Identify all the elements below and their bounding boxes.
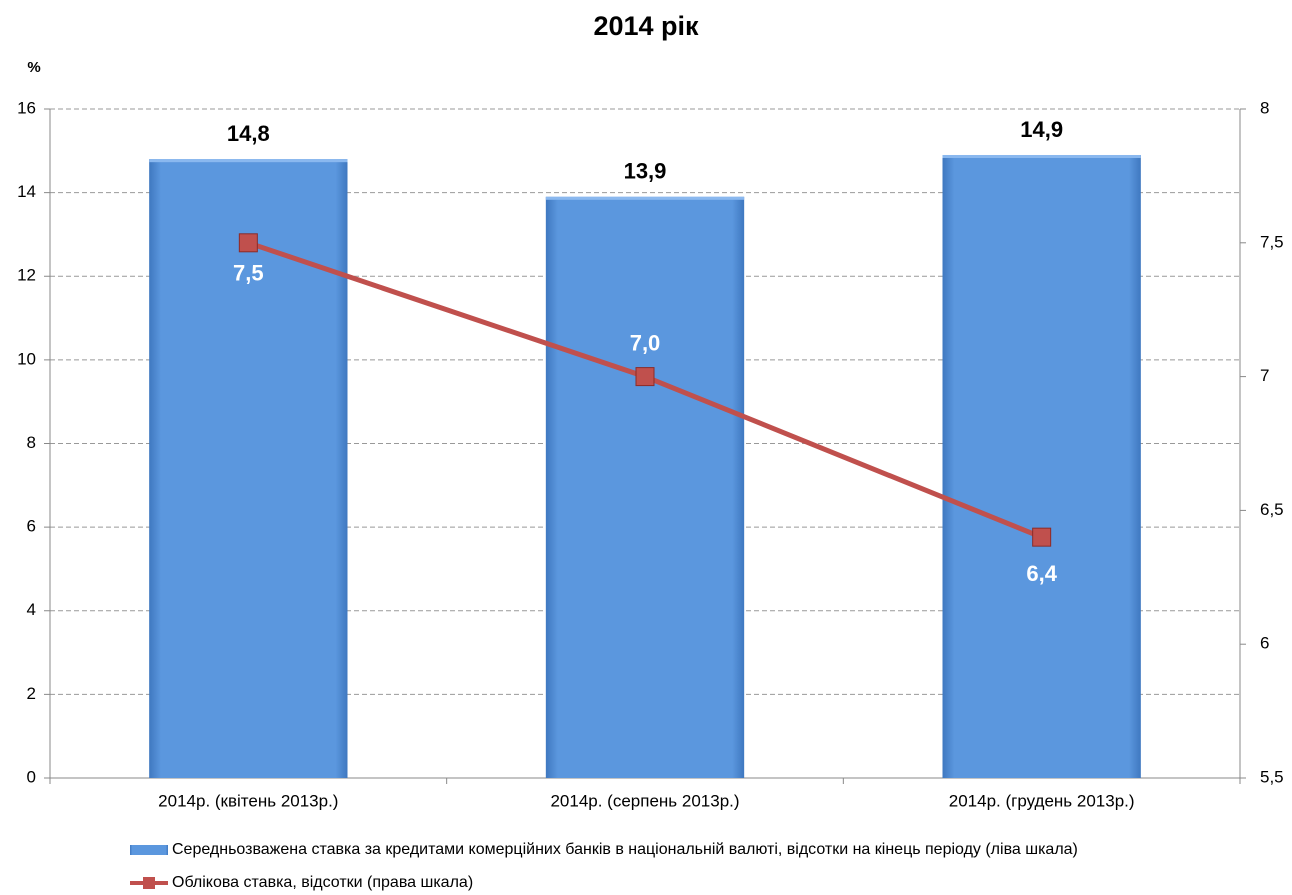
y2-tick-label: 7 xyxy=(1260,366,1269,385)
y-axis-label: % xyxy=(27,59,40,76)
line-marker xyxy=(238,233,258,253)
x-tick-label: 2014р. (серпень 2013р.) xyxy=(550,791,739,810)
line-marker xyxy=(1032,527,1052,547)
y2-tick-label: 7,5 xyxy=(1260,232,1284,251)
bar xyxy=(942,154,1141,778)
y2-tick-label: 6,5 xyxy=(1260,500,1284,519)
legend-label: Облікова ставка, відсотки (права шкала) xyxy=(172,874,473,891)
y-tick-label: 12 xyxy=(17,266,36,285)
x-tick-label: 2014р. (квітень 2013р.) xyxy=(158,791,338,810)
data-label: 13,9 xyxy=(624,159,667,184)
y-tick-label: 4 xyxy=(27,600,36,619)
legend-swatch xyxy=(130,845,168,855)
chart-title: 2014 рік xyxy=(593,11,699,41)
legend-label: Середньозважена ставка за кредитами коме… xyxy=(172,841,1078,858)
data-label: 14,9 xyxy=(1020,117,1063,142)
y-tick-label: 2 xyxy=(27,684,36,703)
y-tick-label: 6 xyxy=(27,517,36,536)
data-label: 14,8 xyxy=(227,121,270,146)
y-tick-label: 0 xyxy=(27,767,36,786)
bar-top xyxy=(545,196,745,200)
bar-top xyxy=(149,159,348,163)
y2-tick-label: 6 xyxy=(1260,634,1269,653)
data-label: 7,5 xyxy=(233,261,264,286)
bar xyxy=(149,159,348,779)
legend-swatch xyxy=(143,877,155,889)
bar xyxy=(545,196,745,778)
y-tick-label: 16 xyxy=(17,98,36,117)
data-label: 7,0 xyxy=(630,330,661,355)
bar-top xyxy=(942,154,1141,158)
y2-tick-label: 8 xyxy=(1260,98,1269,117)
y2-tick-label: 5,5 xyxy=(1260,767,1284,786)
y-tick-label: 10 xyxy=(17,349,36,368)
line-marker xyxy=(635,367,655,387)
y-tick-label: 8 xyxy=(27,433,36,452)
x-tick-label: 2014р. (грудень 2013р.) xyxy=(949,791,1135,810)
y-tick-label: 14 xyxy=(17,182,36,201)
data-label: 6,4 xyxy=(1026,561,1057,586)
